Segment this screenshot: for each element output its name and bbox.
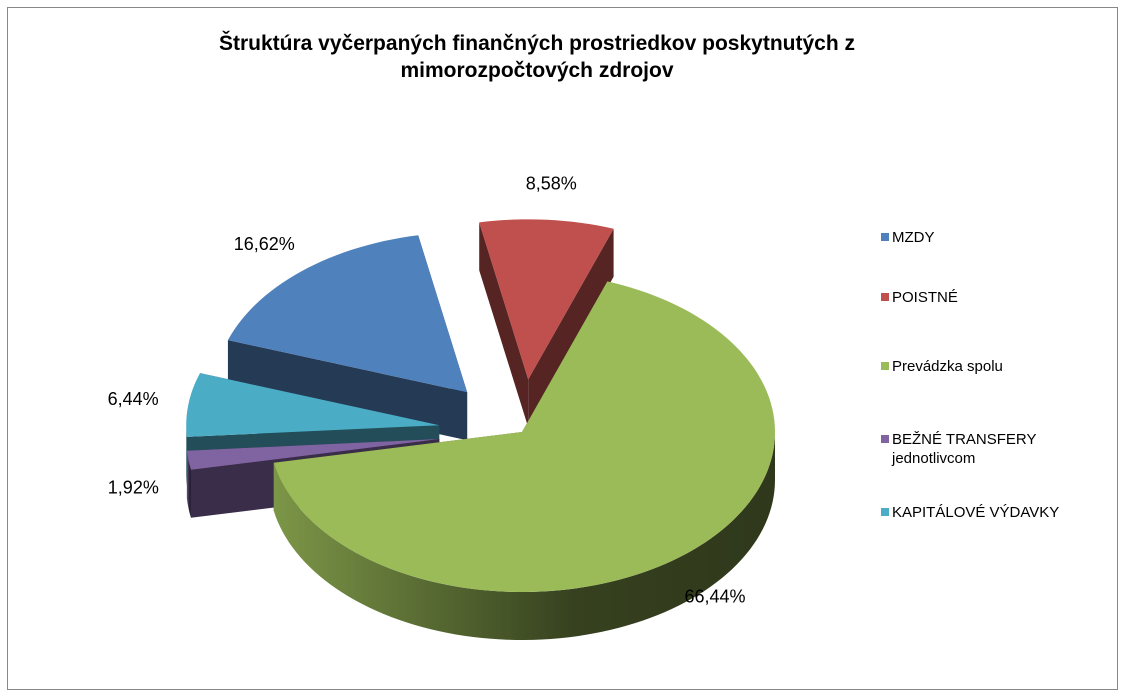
legend-swatch [881,293,889,301]
data-label: 1,92% [108,478,159,498]
legend-label: MZDY [892,229,935,246]
slice [186,373,440,437]
legend-label: KAPITÁLOVÉ VÝDAVKY [892,504,1060,521]
slice-side [479,222,529,428]
slice [273,281,775,592]
slice-side [528,228,614,428]
slice-wall [186,425,187,485]
data-label: 66,44% [684,587,745,607]
slice-wall [186,450,191,518]
slice-group [273,281,775,640]
legend-swatch [881,508,889,516]
legend-label: POISTNÉ [892,289,958,306]
data-label: 8,58% [526,173,577,193]
slice-side [227,340,468,441]
slice-wall [273,432,775,640]
slice [227,235,468,393]
chart-title: Štruktúra vyčerpaných finančných prostri… [218,32,855,82]
legend-swatch [881,362,889,370]
data-label: 16,62% [234,234,295,254]
slice [479,219,614,380]
slice-group [479,219,614,428]
slice [186,439,440,470]
legend-label: BEŽNÉ TRANSFERY jednotlivcom [892,431,1037,467]
legend-label: Prevádzka spolu [892,358,1003,375]
data-label: 6,44% [108,389,159,409]
slice-group [227,235,468,441]
legend-swatch [881,435,889,443]
legend-swatch [881,233,889,241]
